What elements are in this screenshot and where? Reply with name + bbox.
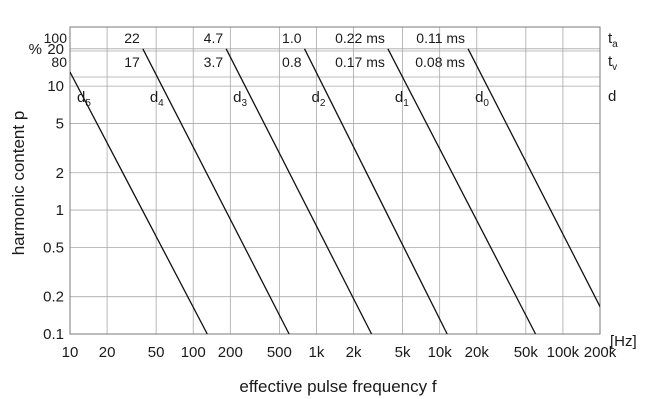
right-label-d-main: d (608, 88, 616, 105)
grid (69, 27, 601, 335)
tv-value-d0: 0.08 ms (415, 54, 465, 70)
x-axis-title: effective pulse frequency f (239, 377, 436, 396)
series-label-d0: d0 (475, 89, 489, 109)
y-axis-title: harmonic content p (9, 111, 28, 256)
right-label-ta: ta (608, 30, 618, 50)
series-line-d5 (70, 71, 208, 334)
series-label-d5: d5 (77, 89, 91, 109)
x-tick-label-3: 100 (181, 344, 206, 361)
y-tick-label-3: 1 (56, 202, 64, 219)
x-tick-label-1: 20 (99, 344, 116, 361)
header-rows: d5 100 80 d4 22 17 d3 4.7 3.7 d2 1.0 0.8 d1 0.22 ms 0.… (44, 30, 490, 109)
x-tick-label-10: 20k (465, 344, 490, 361)
right-label-tv: tv (608, 53, 617, 73)
right-label-tv-sub: v (612, 62, 617, 73)
series-line-d4 (142, 48, 290, 334)
tv-value-d2: 0.8 (282, 54, 302, 70)
x-tick-label-5: 500 (267, 344, 292, 361)
right-label-d: d (608, 88, 616, 105)
y-tick-label-7: 20 (47, 41, 64, 58)
series-label-d3: d3 (233, 89, 247, 109)
y-tick-label-2: 0.5 (43, 239, 64, 256)
x-tick-label-12: 100k (547, 344, 580, 361)
x-tick-label-7: 2k (346, 344, 362, 361)
plot-border (69, 26, 601, 335)
right-label-ta-sub: a (612, 39, 618, 50)
y-unit-label: % (29, 41, 42, 58)
y-tick-labels: 0.1 0.2 0.5 1 2 5 10 20 (43, 41, 64, 343)
x-tick-label-2: 50 (148, 344, 165, 361)
x-unit-label: [Hz] (610, 333, 637, 350)
series-label-d1: d1 (395, 89, 409, 109)
ta-value-d1: 0.22 ms (335, 30, 385, 46)
tv-value-d3: 3.7 (204, 54, 224, 70)
series-label-d4: d4 (150, 89, 164, 109)
x-tick-label-6: 1k (309, 344, 325, 361)
y-tick-label-4: 2 (56, 165, 64, 182)
right-label-ta-main: t (608, 30, 613, 47)
ta-value-d2: 1.0 (282, 30, 302, 46)
series-line-d2 (303, 48, 448, 334)
x-tick-label-8: 5k (395, 344, 411, 361)
right-label-tv-main: t (608, 53, 613, 70)
x-tick-label-11: 50k (514, 344, 539, 361)
ta-value-d4: 22 (124, 30, 140, 46)
y-tick-label-1: 0.2 (43, 289, 64, 306)
x-tick-label-13: 200k (584, 344, 617, 361)
ta-value-d5: 100 (44, 30, 68, 46)
series-line-d3 (225, 48, 373, 334)
y-tick-label-5: 5 (56, 115, 64, 132)
x-tick-label-9: 10k (428, 344, 453, 361)
x-tick-label-0: 10 (62, 344, 79, 361)
series-label-d2: d2 (312, 89, 326, 109)
y-tick-label-0: 0.1 (43, 326, 64, 343)
plot-frame (69, 26, 601, 335)
series-lines (70, 48, 600, 334)
tv-value-d1: 0.17 ms (335, 54, 385, 70)
series-line-d1 (387, 48, 537, 334)
y-tick-label-6: 10 (47, 78, 64, 95)
ta-value-d3: 4.7 (204, 30, 224, 46)
tv-value-d5: 80 (51, 54, 67, 70)
series-line-d0 (467, 48, 600, 308)
x-tick-label-4: 200 (218, 344, 243, 361)
tv-value-d4: 17 (124, 54, 140, 70)
ta-value-d0: 0.11 ms (416, 30, 465, 46)
x-tick-labels: 10 20 50 100 200 500 1k 2k 5k 10k 20k 50k 100k 200k (62, 344, 617, 361)
